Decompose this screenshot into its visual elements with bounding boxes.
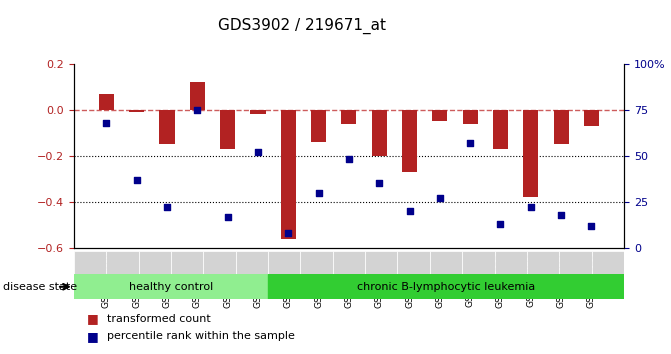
Point	[313, 190, 324, 195]
Bar	[280, 110, 296, 239]
Point	[465, 140, 476, 146]
Text: transformed count: transformed count	[107, 314, 211, 324]
Bar	[523, 110, 538, 197]
Bar	[592, 251, 624, 274]
Bar	[584, 110, 599, 126]
Bar	[402, 110, 417, 172]
Bar	[268, 251, 301, 274]
Point	[556, 212, 566, 217]
Bar	[74, 274, 268, 299]
Bar	[432, 110, 448, 121]
Bar	[527, 251, 560, 274]
Bar	[333, 251, 365, 274]
Point	[101, 120, 112, 125]
Text: disease state: disease state	[3, 282, 77, 292]
Bar	[495, 251, 527, 274]
Bar	[301, 251, 333, 274]
Bar	[462, 251, 495, 274]
Text: percentile rank within the sample: percentile rank within the sample	[107, 331, 295, 341]
Bar	[171, 251, 203, 274]
Point	[222, 214, 233, 219]
Bar	[138, 251, 171, 274]
Bar	[493, 110, 508, 149]
Bar	[203, 251, 236, 274]
Bar	[365, 251, 397, 274]
Bar	[220, 110, 236, 149]
Bar	[430, 251, 462, 274]
Bar	[372, 110, 386, 156]
Bar	[397, 251, 430, 274]
Text: ■: ■	[87, 312, 99, 325]
Bar	[342, 110, 356, 124]
Point	[374, 181, 384, 186]
Text: GDS3902 / 219671_at: GDS3902 / 219671_at	[218, 18, 386, 34]
Bar	[250, 110, 266, 114]
Point	[162, 205, 172, 210]
Point	[586, 223, 597, 229]
Bar	[462, 110, 478, 124]
Bar	[74, 251, 106, 274]
Bar	[560, 251, 592, 274]
Bar	[129, 110, 144, 112]
Text: chronic B-lymphocytic leukemia: chronic B-lymphocytic leukemia	[357, 282, 535, 292]
Text: healthy control: healthy control	[129, 282, 213, 292]
Bar	[236, 251, 268, 274]
Point	[192, 107, 203, 113]
Bar	[554, 110, 569, 144]
Bar	[311, 110, 326, 142]
Bar	[268, 274, 624, 299]
Point	[495, 221, 506, 227]
Point	[283, 230, 294, 236]
Point	[525, 205, 536, 210]
Bar	[106, 251, 138, 274]
Point	[344, 156, 354, 162]
Point	[404, 208, 415, 214]
Bar	[160, 110, 174, 144]
Point	[252, 149, 263, 155]
Point	[132, 177, 142, 183]
Point	[435, 195, 446, 201]
Bar	[190, 82, 205, 110]
Bar	[99, 93, 114, 110]
Text: ■: ■	[87, 330, 99, 343]
